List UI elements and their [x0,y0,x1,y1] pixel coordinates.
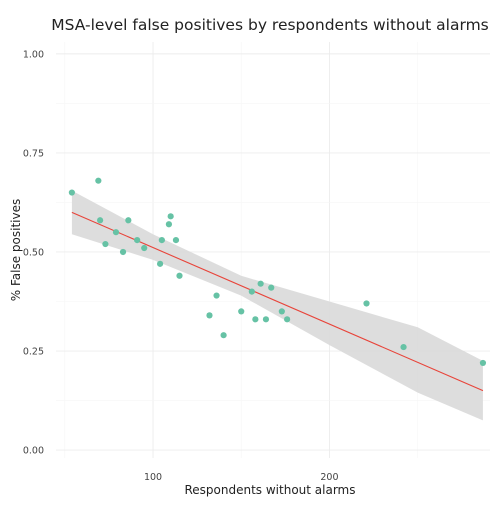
x-tick-label: 200 [320,472,338,483]
data-point [97,217,104,224]
grid [56,42,490,458]
data-point [252,316,259,323]
data-point [268,284,275,291]
data-point [363,300,370,307]
data-point [112,229,120,236]
x-tick-label: 100 [144,472,162,483]
data-point [141,244,148,252]
data-point [278,308,285,315]
y-tick-label: 0.50 [23,247,44,258]
data-point [176,272,183,279]
data-point [158,236,165,244]
confidence-band-layer [71,190,483,421]
y-axis-ticks: 0.00 0.25 0.50 0.75 1.00 [23,49,44,456]
data-point [238,308,245,315]
data-point [262,316,270,323]
data-point [284,316,291,323]
data-point [167,213,174,220]
data-point [68,189,75,196]
data-point [479,359,487,367]
data-point [95,177,102,184]
data-point [119,248,127,256]
data-point [400,343,407,351]
y-tick-label: 1.00 [23,49,44,60]
y-tick-label: 0.75 [23,148,44,159]
data-point [134,236,141,244]
y-tick-label: 0.00 [23,446,44,457]
chart-title: MSA-level false positives by respondents… [51,16,489,34]
data-point [172,236,180,244]
x-axis-ticks: 100 200 [144,472,339,483]
confidence-band [71,190,483,421]
data-point [125,217,132,224]
data-point [206,312,213,319]
data-point [156,260,164,267]
data-point [220,332,227,339]
y-axis-title: % False positives [9,199,23,301]
fit-line-layer [71,211,484,392]
data-points [68,177,487,367]
x-axis-title: Respondents without alarms [184,483,355,497]
data-point [165,221,173,228]
data-point [248,288,255,295]
data-point [257,280,264,287]
data-point [213,292,220,299]
y-tick-label: 0.25 [23,347,44,358]
data-point [102,240,109,248]
regression-line [71,211,484,392]
